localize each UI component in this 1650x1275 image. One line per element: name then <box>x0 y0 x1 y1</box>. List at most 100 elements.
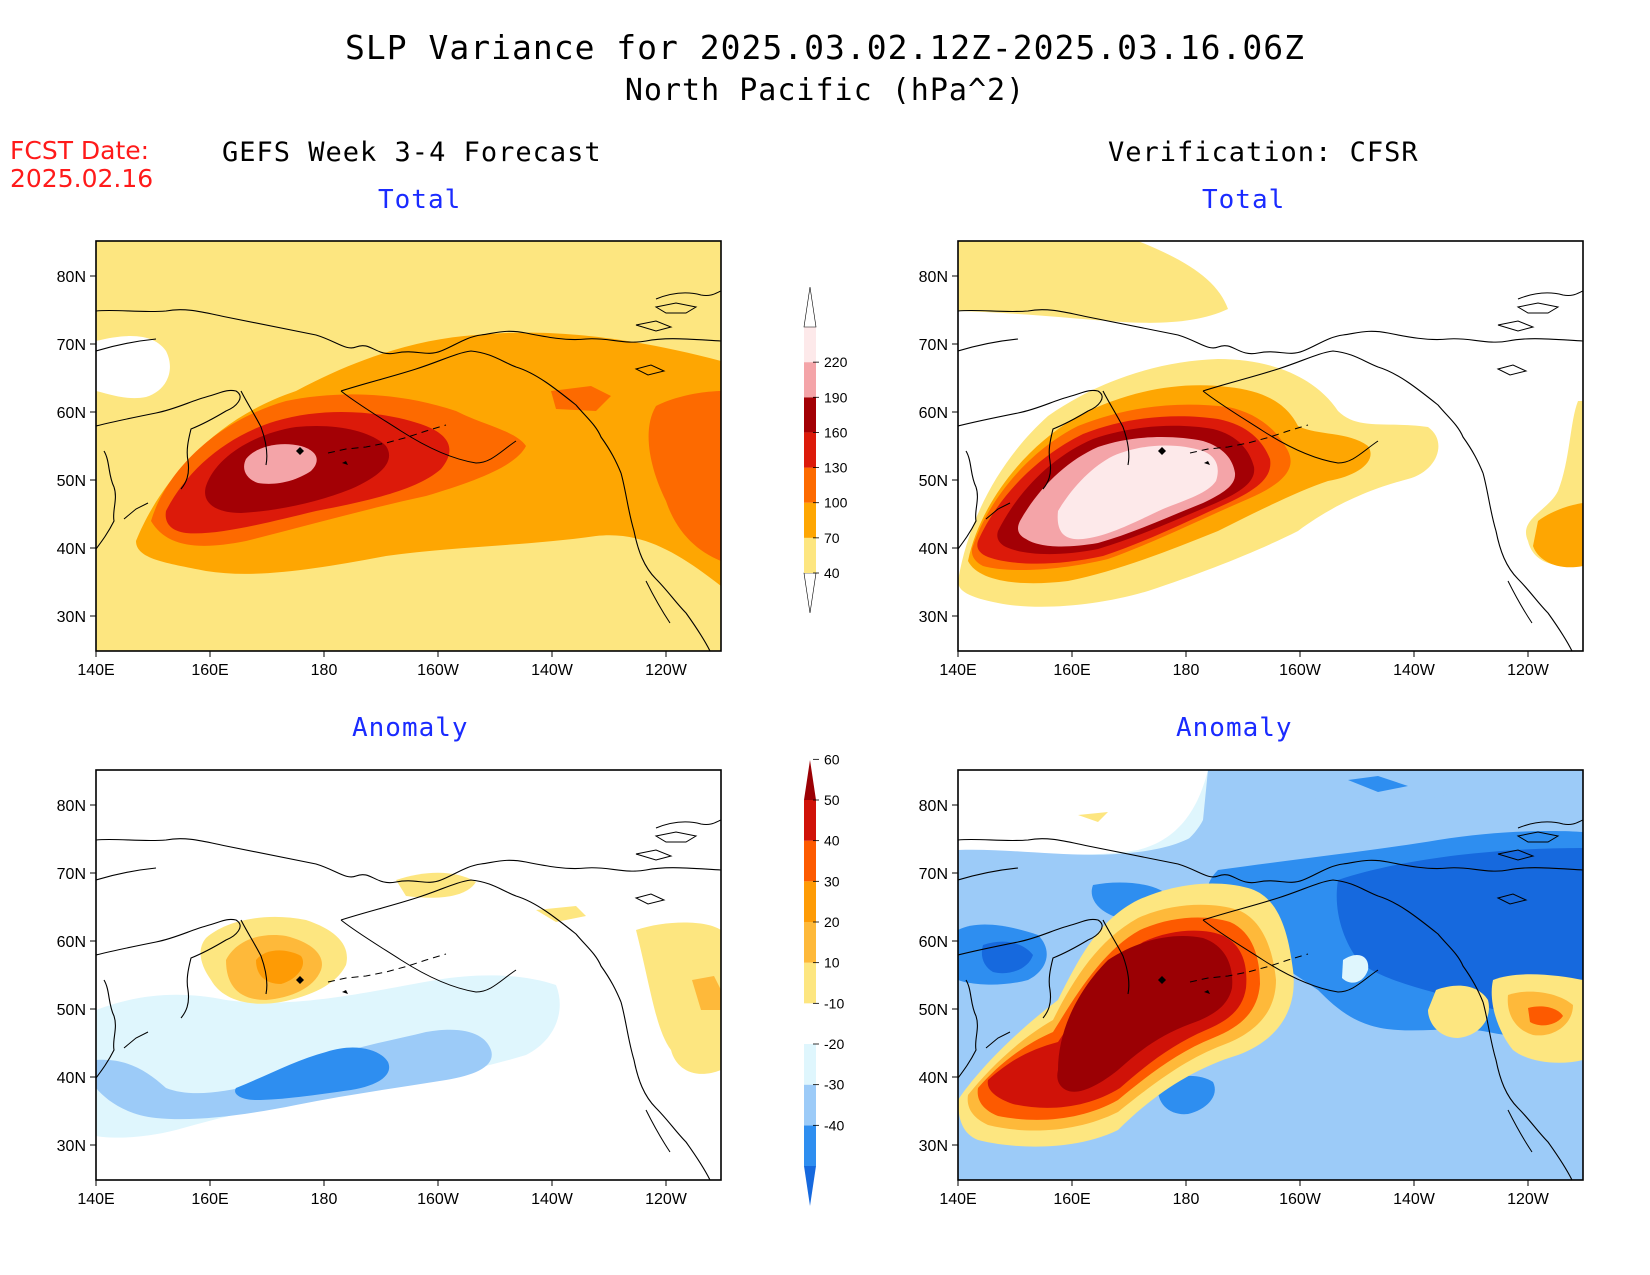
colorbar-label: 130 <box>824 460 848 476</box>
colorbar-segment <box>804 432 816 468</box>
colorbar-segment <box>804 1003 816 1044</box>
lon-tick-label: 160W <box>417 1191 460 1208</box>
lat-tick-label: 50N <box>57 1002 86 1019</box>
lat-tick-label: 70N <box>919 866 948 883</box>
lon-tick-label: 120W <box>645 1191 688 1208</box>
colorbar-segment <box>804 467 816 503</box>
lat-tick-label: 60N <box>919 405 948 422</box>
colorbar-high-triangle <box>804 760 816 800</box>
colorbar-label: 160 <box>824 424 848 440</box>
lat-tick-label: 70N <box>57 337 86 354</box>
main-subtitle: North Pacific (hPa^2) <box>624 73 1026 108</box>
lon-tick-label: 140E <box>939 1191 976 1208</box>
lat-tick-label: 30N <box>57 609 86 626</box>
lon-tick-label: 140W <box>531 1191 574 1208</box>
colorbar-total: 40 70 100 130 160 190 220 <box>803 286 848 614</box>
colorbar-label: 220 <box>824 354 848 370</box>
frame-bottom-left <box>95 769 722 1181</box>
lon-tick-label: 140E <box>77 662 114 679</box>
colorbar-label: 70 <box>824 530 840 546</box>
colorbar-segment <box>804 327 816 363</box>
lon-tick-label: 140W <box>1393 1191 1436 1208</box>
lat-tick-label: 40N <box>919 541 948 558</box>
panel-title-forecast-total: Total <box>378 185 462 215</box>
fcst-date: FCST Date: 2025.02.16 <box>10 137 153 193</box>
lat-tick-label: 50N <box>57 473 86 490</box>
frame-bottom-right <box>957 769 1584 1181</box>
colorbar-segment <box>804 881 816 922</box>
map-forecast-total <box>96 241 721 651</box>
colorbar-label: 100 <box>824 495 848 511</box>
lon-tick-label: 160E <box>191 662 228 679</box>
colorbar-segment <box>804 962 816 1004</box>
colorbar-low-triangle <box>804 1166 816 1206</box>
lon-tick-label: 140E <box>939 662 976 679</box>
colorbar-label: 50 <box>824 792 840 808</box>
lat-tick-label: 70N <box>57 866 86 883</box>
lon-tick-label: 180 <box>1173 662 1200 679</box>
lon-tick-label: 180 <box>1173 1191 1200 1208</box>
lon-tick-label: 160W <box>417 662 460 679</box>
panel-title-forecast-anomaly: Anomaly <box>352 713 469 743</box>
colorbar-anomaly: -40 -30 -20 -10 10 20 30 40 50 60 <box>804 751 844 1206</box>
colorbar-segment <box>804 1084 816 1126</box>
frame-top-left <box>95 240 722 652</box>
lat-tick-label: 40N <box>919 1070 948 1087</box>
lon-tick-label: 160W <box>1279 662 1322 679</box>
lat-tick-label: 80N <box>919 798 948 815</box>
colorbar-segment <box>804 1125 816 1166</box>
map-verification-anomaly <box>958 770 1583 1180</box>
colorbar-label: -40 <box>824 1117 844 1133</box>
lat-tick-label: 60N <box>57 934 86 951</box>
fcst-date-value: 2025.02.16 <box>10 164 154 193</box>
colorbar-low-triangle <box>803 572 817 614</box>
lat-tick-label: 50N <box>919 1002 948 1019</box>
colorbar-segment <box>804 1044 816 1085</box>
lat-tick-label: 30N <box>919 609 948 626</box>
lat-tick-label: 60N <box>57 405 86 422</box>
lat-tick-label: 80N <box>57 798 86 815</box>
lat-tick-label: 80N <box>57 269 86 286</box>
panel-title-verification-anomaly: Anomaly <box>1176 713 1293 743</box>
lat-tick-label: 60N <box>919 934 948 951</box>
lon-tick-label: 120W <box>645 662 688 679</box>
colorbar-label: 20 <box>824 914 840 930</box>
lat-tick-label: 30N <box>919 1138 948 1155</box>
colorbar-label: 40 <box>824 833 840 849</box>
main-title: SLP Variance for 2025.03.02.12Z-2025.03.… <box>345 28 1305 67</box>
lon-tick-label: 180 <box>311 662 338 679</box>
lat-tick-label: 80N <box>919 269 948 286</box>
colorbar-segment <box>804 502 816 538</box>
colorbar-label: -20 <box>824 1036 844 1052</box>
colorbar-label: 40 <box>824 565 840 581</box>
lon-tick-label: 120W <box>1507 1191 1550 1208</box>
fcst-date-label: FCST Date: <box>10 136 150 165</box>
lon-tick-label: 160E <box>1053 1191 1090 1208</box>
map-forecast-anomaly <box>96 770 721 1180</box>
colorbar-segment <box>804 922 816 963</box>
lon-tick-label: 140W <box>1393 662 1436 679</box>
colorbar-segment <box>804 397 816 433</box>
colorbar-segment <box>804 537 816 573</box>
panel-title-verification-total: Total <box>1202 185 1286 215</box>
lat-tick-label: 40N <box>57 541 86 558</box>
colorbar-segment <box>804 362 816 398</box>
colorbar-label: -30 <box>824 1077 844 1093</box>
lon-tick-label: 120W <box>1507 662 1550 679</box>
lat-tick-label: 50N <box>919 473 948 490</box>
map-verification-total <box>958 241 1583 651</box>
map-axes: 80N 70N 60N 50N 40N 30N 140E 160E 180 160W 140W 120… <box>57 269 1550 1208</box>
lon-tick-label: 140E <box>77 1191 114 1208</box>
column-title-forecast: GEFS Week 3-4 Forecast <box>222 137 602 168</box>
colorbar-label: 10 <box>824 955 840 971</box>
lon-tick-label: 160E <box>1053 662 1090 679</box>
colorbar-segment <box>804 800 816 841</box>
colorbar-high-triangle <box>803 286 817 328</box>
lon-tick-label: 160W <box>1279 1191 1322 1208</box>
column-title-verification: Verification: CFSR <box>1108 137 1419 168</box>
colorbar-label: 190 <box>824 389 848 405</box>
lat-tick-label: 30N <box>57 1138 86 1155</box>
colorbar-label: 60 <box>824 751 840 767</box>
colorbar-label: 30 <box>824 873 840 889</box>
